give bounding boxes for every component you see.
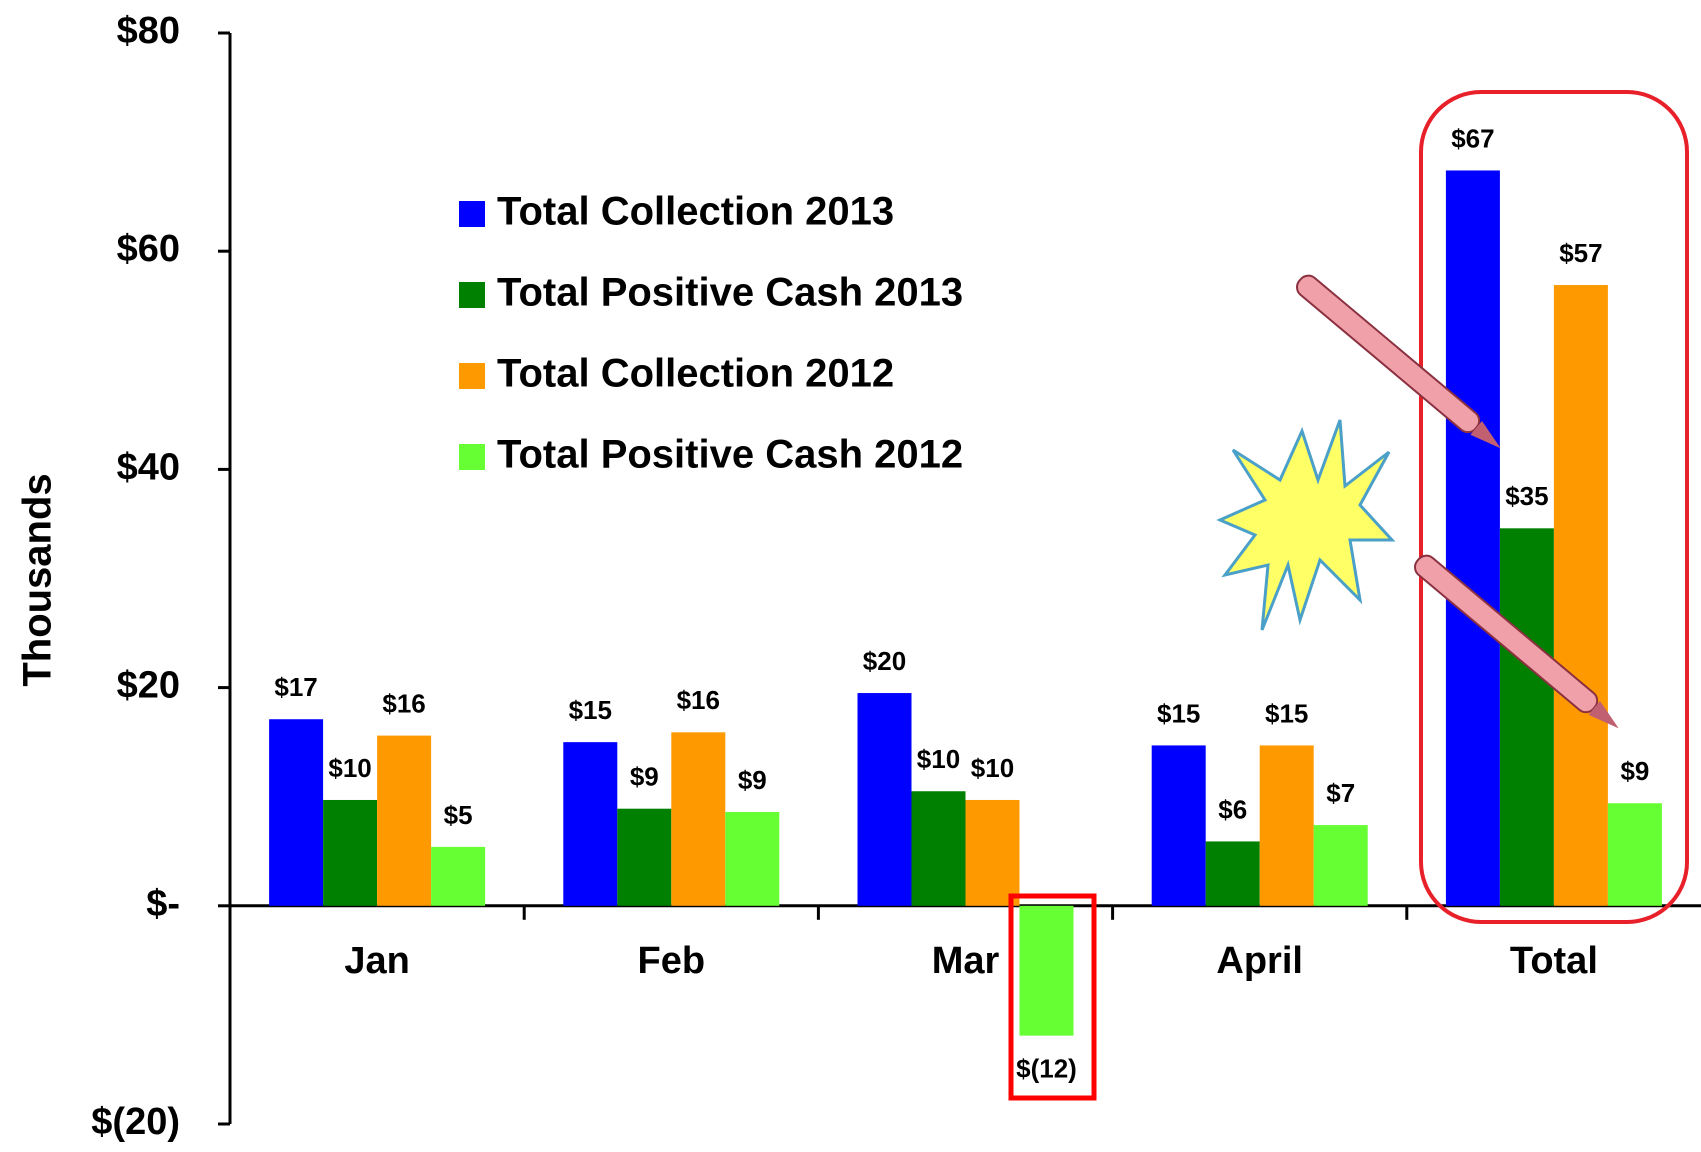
- x-tick-label: Feb: [638, 940, 706, 982]
- bar: [617, 808, 672, 906]
- y-tick-label: $60: [117, 228, 180, 270]
- plot-area: $(20) $- $20 $40 $60 $80 Jan $17 $10 $16 $5 Feb $15 $…: [91, 10, 1701, 1143]
- data-label: $10: [328, 753, 371, 783]
- bar: [965, 799, 1020, 906]
- bar: [671, 732, 726, 906]
- data-label: $57: [1559, 238, 1602, 268]
- data-label: $67: [1451, 123, 1494, 153]
- data-label: $(12): [1016, 1054, 1077, 1084]
- bar: [431, 846, 486, 906]
- data-label: $10: [917, 744, 960, 774]
- y-tick-label: $20: [117, 665, 180, 707]
- data-label: $17: [274, 672, 317, 702]
- bar: [1259, 745, 1314, 906]
- pen-icon: [1296, 274, 1501, 449]
- x-tick-label: Jan: [344, 940, 409, 982]
- legend-label: Total Positive Cash 2013: [497, 271, 963, 315]
- y-axis-label: Thousands: [16, 473, 60, 686]
- data-label: $35: [1505, 481, 1548, 511]
- pen-icon: [1414, 554, 1619, 729]
- y-tick-label: $(20): [91, 1101, 180, 1143]
- legend-swatch: [459, 201, 485, 227]
- data-label: $16: [677, 685, 720, 715]
- legend-swatch: [459, 363, 485, 389]
- legend-swatch: [459, 282, 485, 308]
- y-tick-label: $80: [117, 10, 180, 52]
- y-tick-label: $40: [117, 446, 180, 488]
- data-label: $15: [569, 695, 612, 725]
- x-tick-label: Total: [1510, 940, 1598, 982]
- x-tick-label: Mar: [932, 940, 1000, 982]
- bar: [1019, 905, 1074, 1036]
- bar: [1313, 825, 1368, 906]
- data-label: $9: [630, 762, 659, 792]
- bar: [911, 791, 966, 906]
- data-label: $16: [382, 688, 425, 718]
- bar: [323, 799, 378, 906]
- data-label: $15: [1157, 698, 1200, 728]
- bar: [857, 693, 912, 906]
- bar: [377, 735, 432, 906]
- bar: [1445, 170, 1500, 906]
- bar: [563, 742, 618, 906]
- bar: [1499, 528, 1554, 906]
- legend-swatch: [459, 444, 485, 470]
- data-label: $20: [863, 646, 906, 676]
- data-label: $6: [1218, 794, 1247, 824]
- legend-label: Total Collection 2012: [497, 352, 894, 396]
- highlight-total: [1419, 90, 1689, 924]
- bar: [1205, 841, 1260, 906]
- data-label: $7: [1326, 778, 1355, 808]
- data-label: $15: [1265, 698, 1308, 728]
- bar: [1607, 803, 1662, 906]
- legend-label: Total Collection 2013: [497, 190, 894, 234]
- highlight-mar: [1008, 893, 1097, 1101]
- legend-label: Total Positive Cash 2012: [497, 433, 963, 477]
- starburst: [1216, 419, 1396, 631]
- x-tick-label: April: [1216, 940, 1303, 982]
- bar: [1151, 745, 1206, 906]
- data-label: $10: [971, 753, 1014, 783]
- data-label: $9: [738, 765, 767, 795]
- data-label: $9: [1620, 756, 1649, 786]
- bar: [1553, 285, 1608, 906]
- bar: [725, 811, 780, 906]
- y-tick-label: $-: [146, 883, 180, 925]
- bar: [269, 719, 324, 906]
- data-label: $5: [444, 800, 473, 830]
